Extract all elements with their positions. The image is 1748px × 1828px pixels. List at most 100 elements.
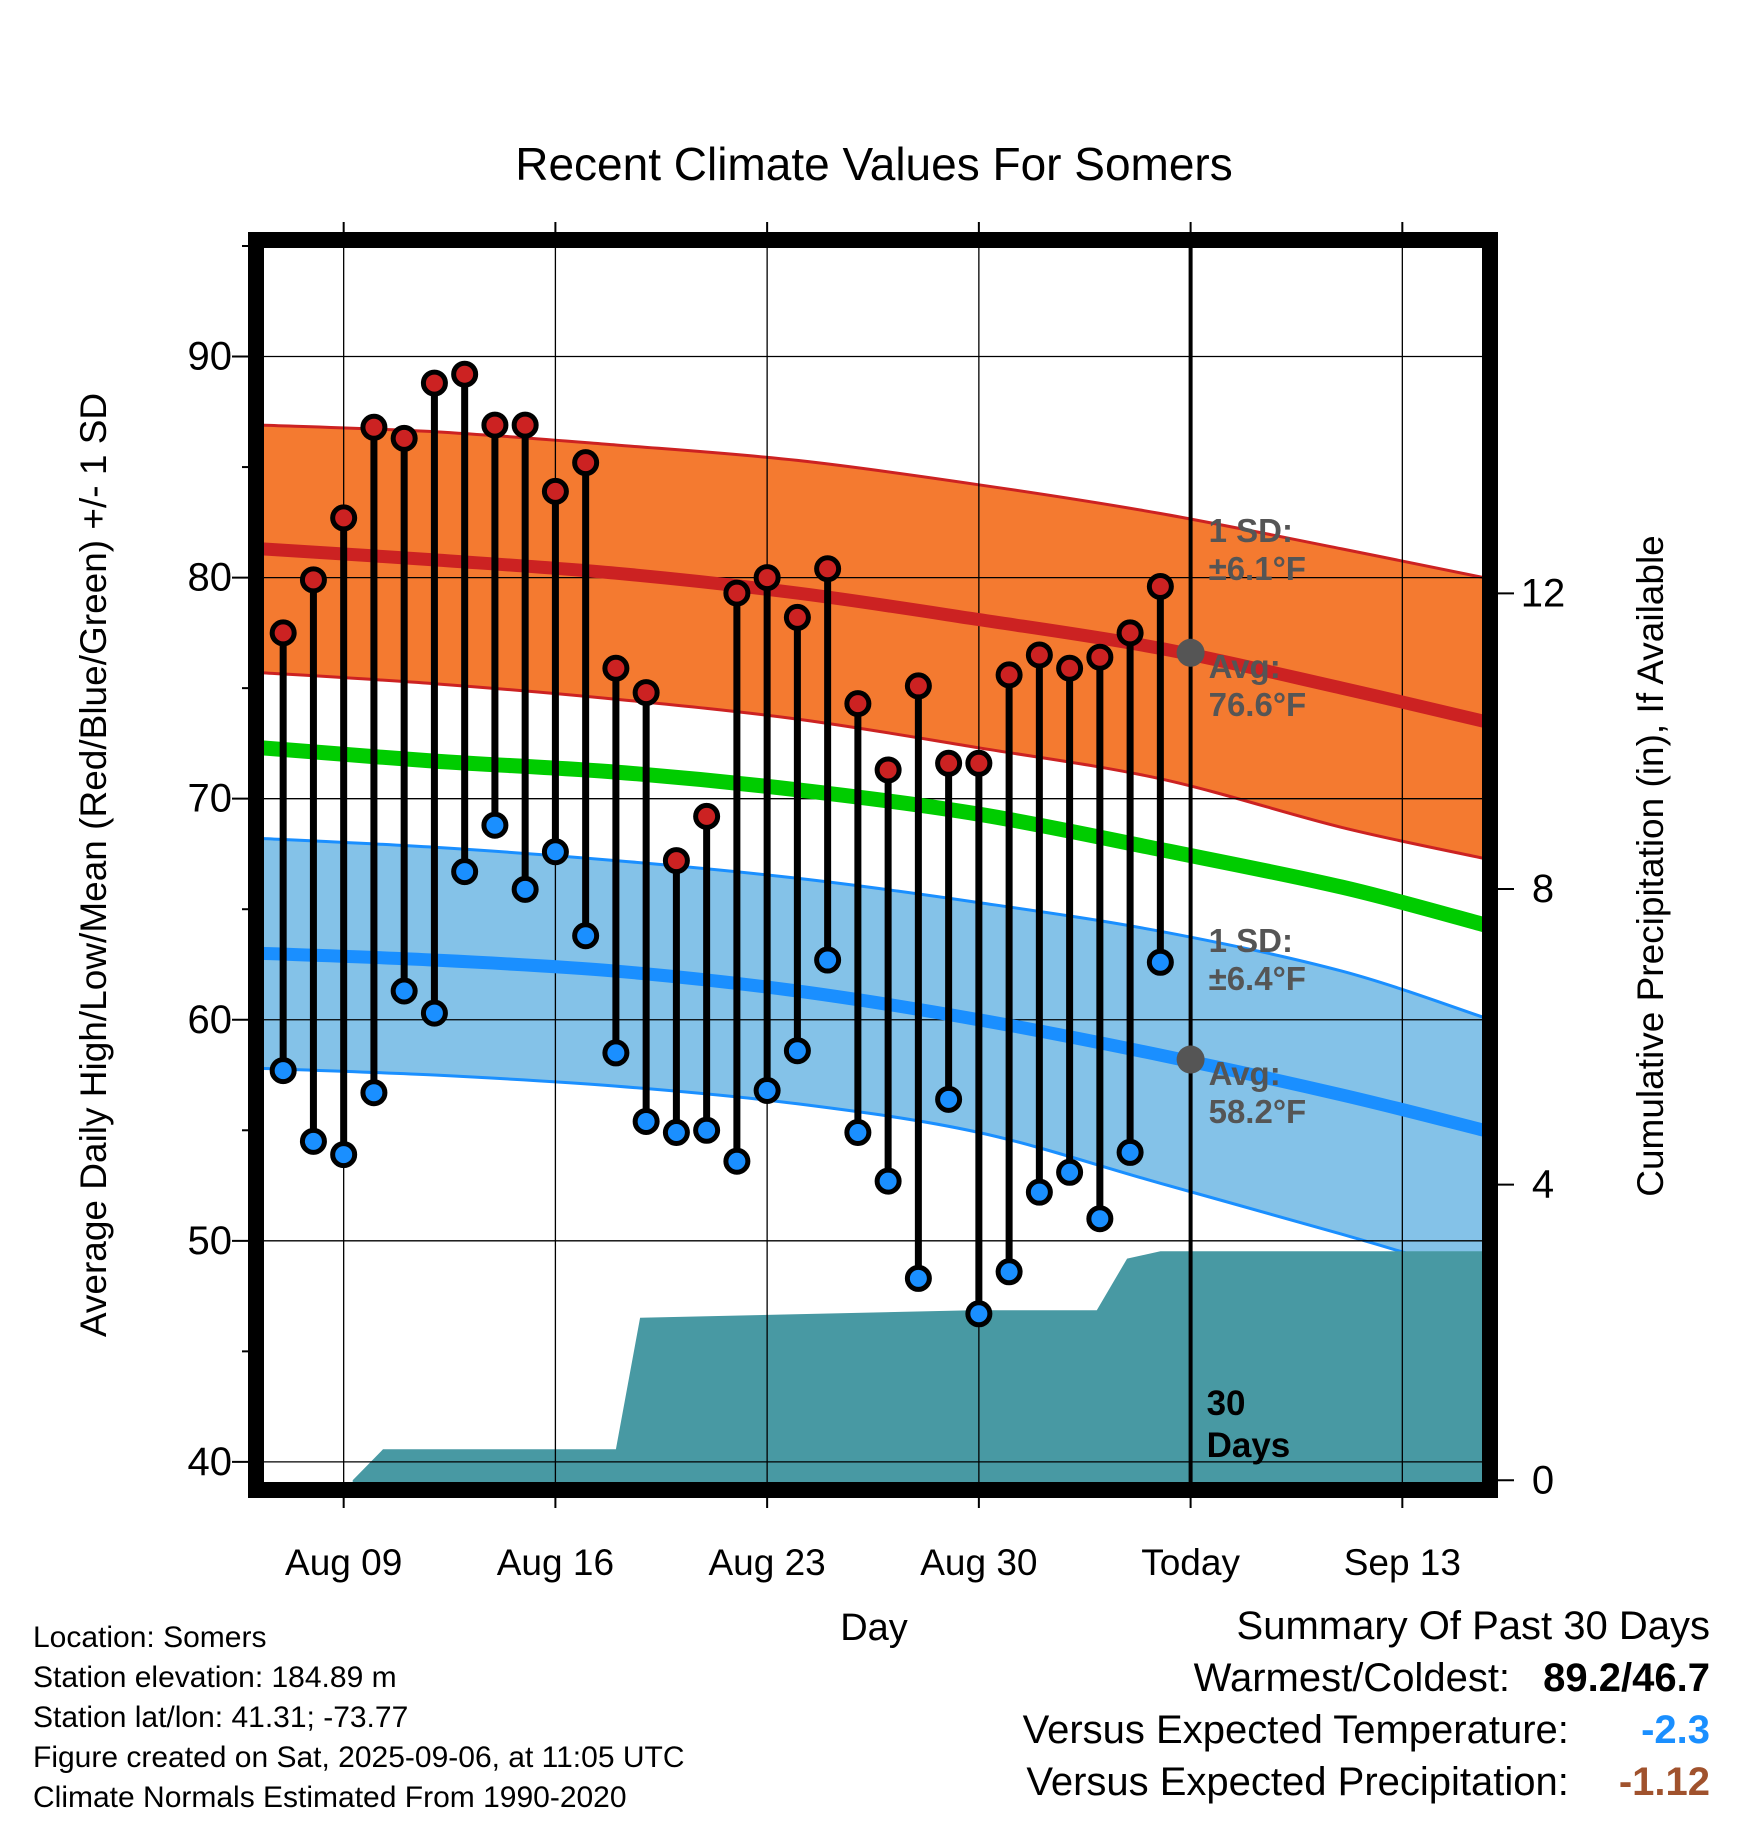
daily-low-point	[965, 1300, 993, 1328]
daily-low-point	[995, 1258, 1023, 1286]
mean-average-line	[262, 740, 1484, 932]
daily-high-point	[299, 566, 327, 594]
daily-high-point	[269, 619, 297, 647]
y-tick-label: 60	[188, 998, 233, 1042]
daily-high-point	[935, 749, 963, 777]
summary-temp-value: -2.3	[1641, 1708, 1710, 1752]
low-band-upper-edge	[262, 837, 1484, 1019]
x-tick-label: Aug 30	[920, 1542, 1037, 1583]
high-avg-annotation: Avg: 76.6°F	[1209, 648, 1307, 723]
info-elevation: Station elevation: 184.89 m	[33, 1661, 397, 1694]
daily-high-point	[511, 411, 539, 439]
precipitation-area	[352, 1251, 1484, 1484]
daily-high-point	[481, 411, 509, 439]
station-info: Location: Somers Station elevation: 184.…	[33, 1618, 685, 1818]
daily-low-point	[602, 1039, 630, 1067]
summary-warmest-row: Warmest/Coldest: 89.2/46.7	[1023, 1652, 1710, 1704]
y2-tick-label: 0	[1532, 1458, 1554, 1502]
summary-precip-value: -1.12	[1618, 1760, 1710, 1804]
daily-high-point	[723, 579, 751, 607]
daily-high-point	[360, 413, 388, 441]
daily-low-point	[814, 946, 842, 974]
daily-low-point	[693, 1116, 721, 1144]
daily-high-point	[602, 654, 630, 682]
daily-low-point	[1116, 1138, 1144, 1166]
daily-high-point	[693, 802, 721, 830]
summary-temp-row: Versus Expected Temperature: -2.3	[1023, 1704, 1710, 1756]
daily-high-point	[814, 555, 842, 583]
daily-high-point	[330, 504, 358, 532]
daily-low-point	[1146, 948, 1174, 976]
x-tick-label: Today	[1141, 1542, 1240, 1583]
daily-low-point	[632, 1107, 660, 1135]
low-avg-annotation: Avg: 58.2°F	[1209, 1055, 1307, 1130]
summary-warmest-label: Warmest/Coldest:	[1193, 1656, 1511, 1700]
daily-low-point	[572, 922, 600, 950]
daily-low-point	[390, 977, 418, 1005]
daily-low-point	[783, 1037, 811, 1065]
daily-low-point	[511, 875, 539, 903]
daily-high-point	[420, 369, 448, 397]
daily-low-point	[451, 858, 479, 886]
high-band-upper-edge	[262, 423, 1484, 580]
daily-high-point	[1025, 641, 1053, 669]
y-tick-label: 50	[188, 1219, 233, 1263]
daily-high-point	[995, 661, 1023, 689]
plot-frame	[248, 232, 1498, 1498]
x-tick-label: Sep 13	[1344, 1542, 1461, 1583]
y2-axis-label: Cumulative Precipitation (in), If Availa…	[1630, 535, 1671, 1197]
y2-tick-label: 12	[1521, 571, 1566, 615]
y-tick-label: 90	[188, 335, 233, 379]
daily-low-point	[420, 999, 448, 1027]
daily-low-point	[481, 811, 509, 839]
daily-low-point	[541, 838, 569, 866]
low-sd-annotation: 1 SD: ±6.4°F	[1209, 922, 1306, 997]
y-axis-label: Average Daily High/Low/Mean (Red/Blue/Gr…	[73, 393, 114, 1337]
plot-area	[262, 246, 1484, 1484]
daily-low-point	[723, 1147, 751, 1175]
daily-high-point	[662, 847, 690, 875]
daily-high-point	[1086, 643, 1114, 671]
daily-low-point	[662, 1118, 690, 1146]
y-tick-label: 80	[188, 556, 233, 600]
daily-high-point	[1056, 654, 1084, 682]
summary-warmest-value: 89.2/46.7	[1543, 1656, 1710, 1700]
x-tick-label: Aug 16	[497, 1542, 614, 1583]
daily-low-point	[844, 1118, 872, 1146]
info-normals: Climate Normals Estimated From 1990-2020	[33, 1781, 627, 1814]
summary-precip-label: Versus Expected Precipitation:	[1026, 1760, 1569, 1804]
daily-low-point	[299, 1127, 327, 1155]
daily-high-point	[451, 360, 479, 388]
daily-high-point	[541, 477, 569, 505]
high-band-lower-edge	[262, 671, 1484, 860]
daily-high-point	[874, 756, 902, 784]
daily-low-point	[269, 1057, 297, 1085]
info-created: Figure created on Sat, 2025-09-06, at 11…	[33, 1741, 685, 1774]
low-average-line	[262, 946, 1484, 1137]
daily-low-point	[874, 1167, 902, 1195]
daily-low-point	[753, 1076, 781, 1104]
today-high-avg-marker	[1176, 638, 1205, 667]
daily-high-point	[572, 449, 600, 477]
chart-title: Recent Climate Values For Somers	[515, 138, 1233, 190]
summary-title: Summary Of Past 30 Days	[1236, 1604, 1710, 1648]
low-band-lower-edge	[262, 1066, 1484, 1278]
daily-high-point	[753, 564, 781, 592]
daily-low-point	[935, 1085, 963, 1113]
summary-temp-label: Versus Expected Temperature:	[1022, 1708, 1569, 1752]
daily-high-point	[1146, 572, 1174, 600]
summary-panel: Summary Of Past 30 Days Warmest/Coldest:…	[1023, 1600, 1710, 1808]
daily-low-point	[1086, 1205, 1114, 1233]
daily-low-point	[330, 1141, 358, 1169]
summary-precip-row: Versus Expected Precipitation: -1.12	[1023, 1756, 1710, 1808]
low-sd-band	[262, 838, 1484, 1277]
daily-high-point	[632, 679, 660, 707]
x-tick-label: Aug 09	[285, 1542, 402, 1583]
info-latlon: Station lat/lon: 41.31; -73.77	[33, 1701, 409, 1734]
y2-tick-label: 8	[1532, 867, 1554, 911]
today-low-avg-marker	[1176, 1045, 1205, 1074]
daily-high-point	[1116, 619, 1144, 647]
daily-low-point	[360, 1079, 388, 1107]
x-axis-label: Day	[840, 1607, 908, 1649]
